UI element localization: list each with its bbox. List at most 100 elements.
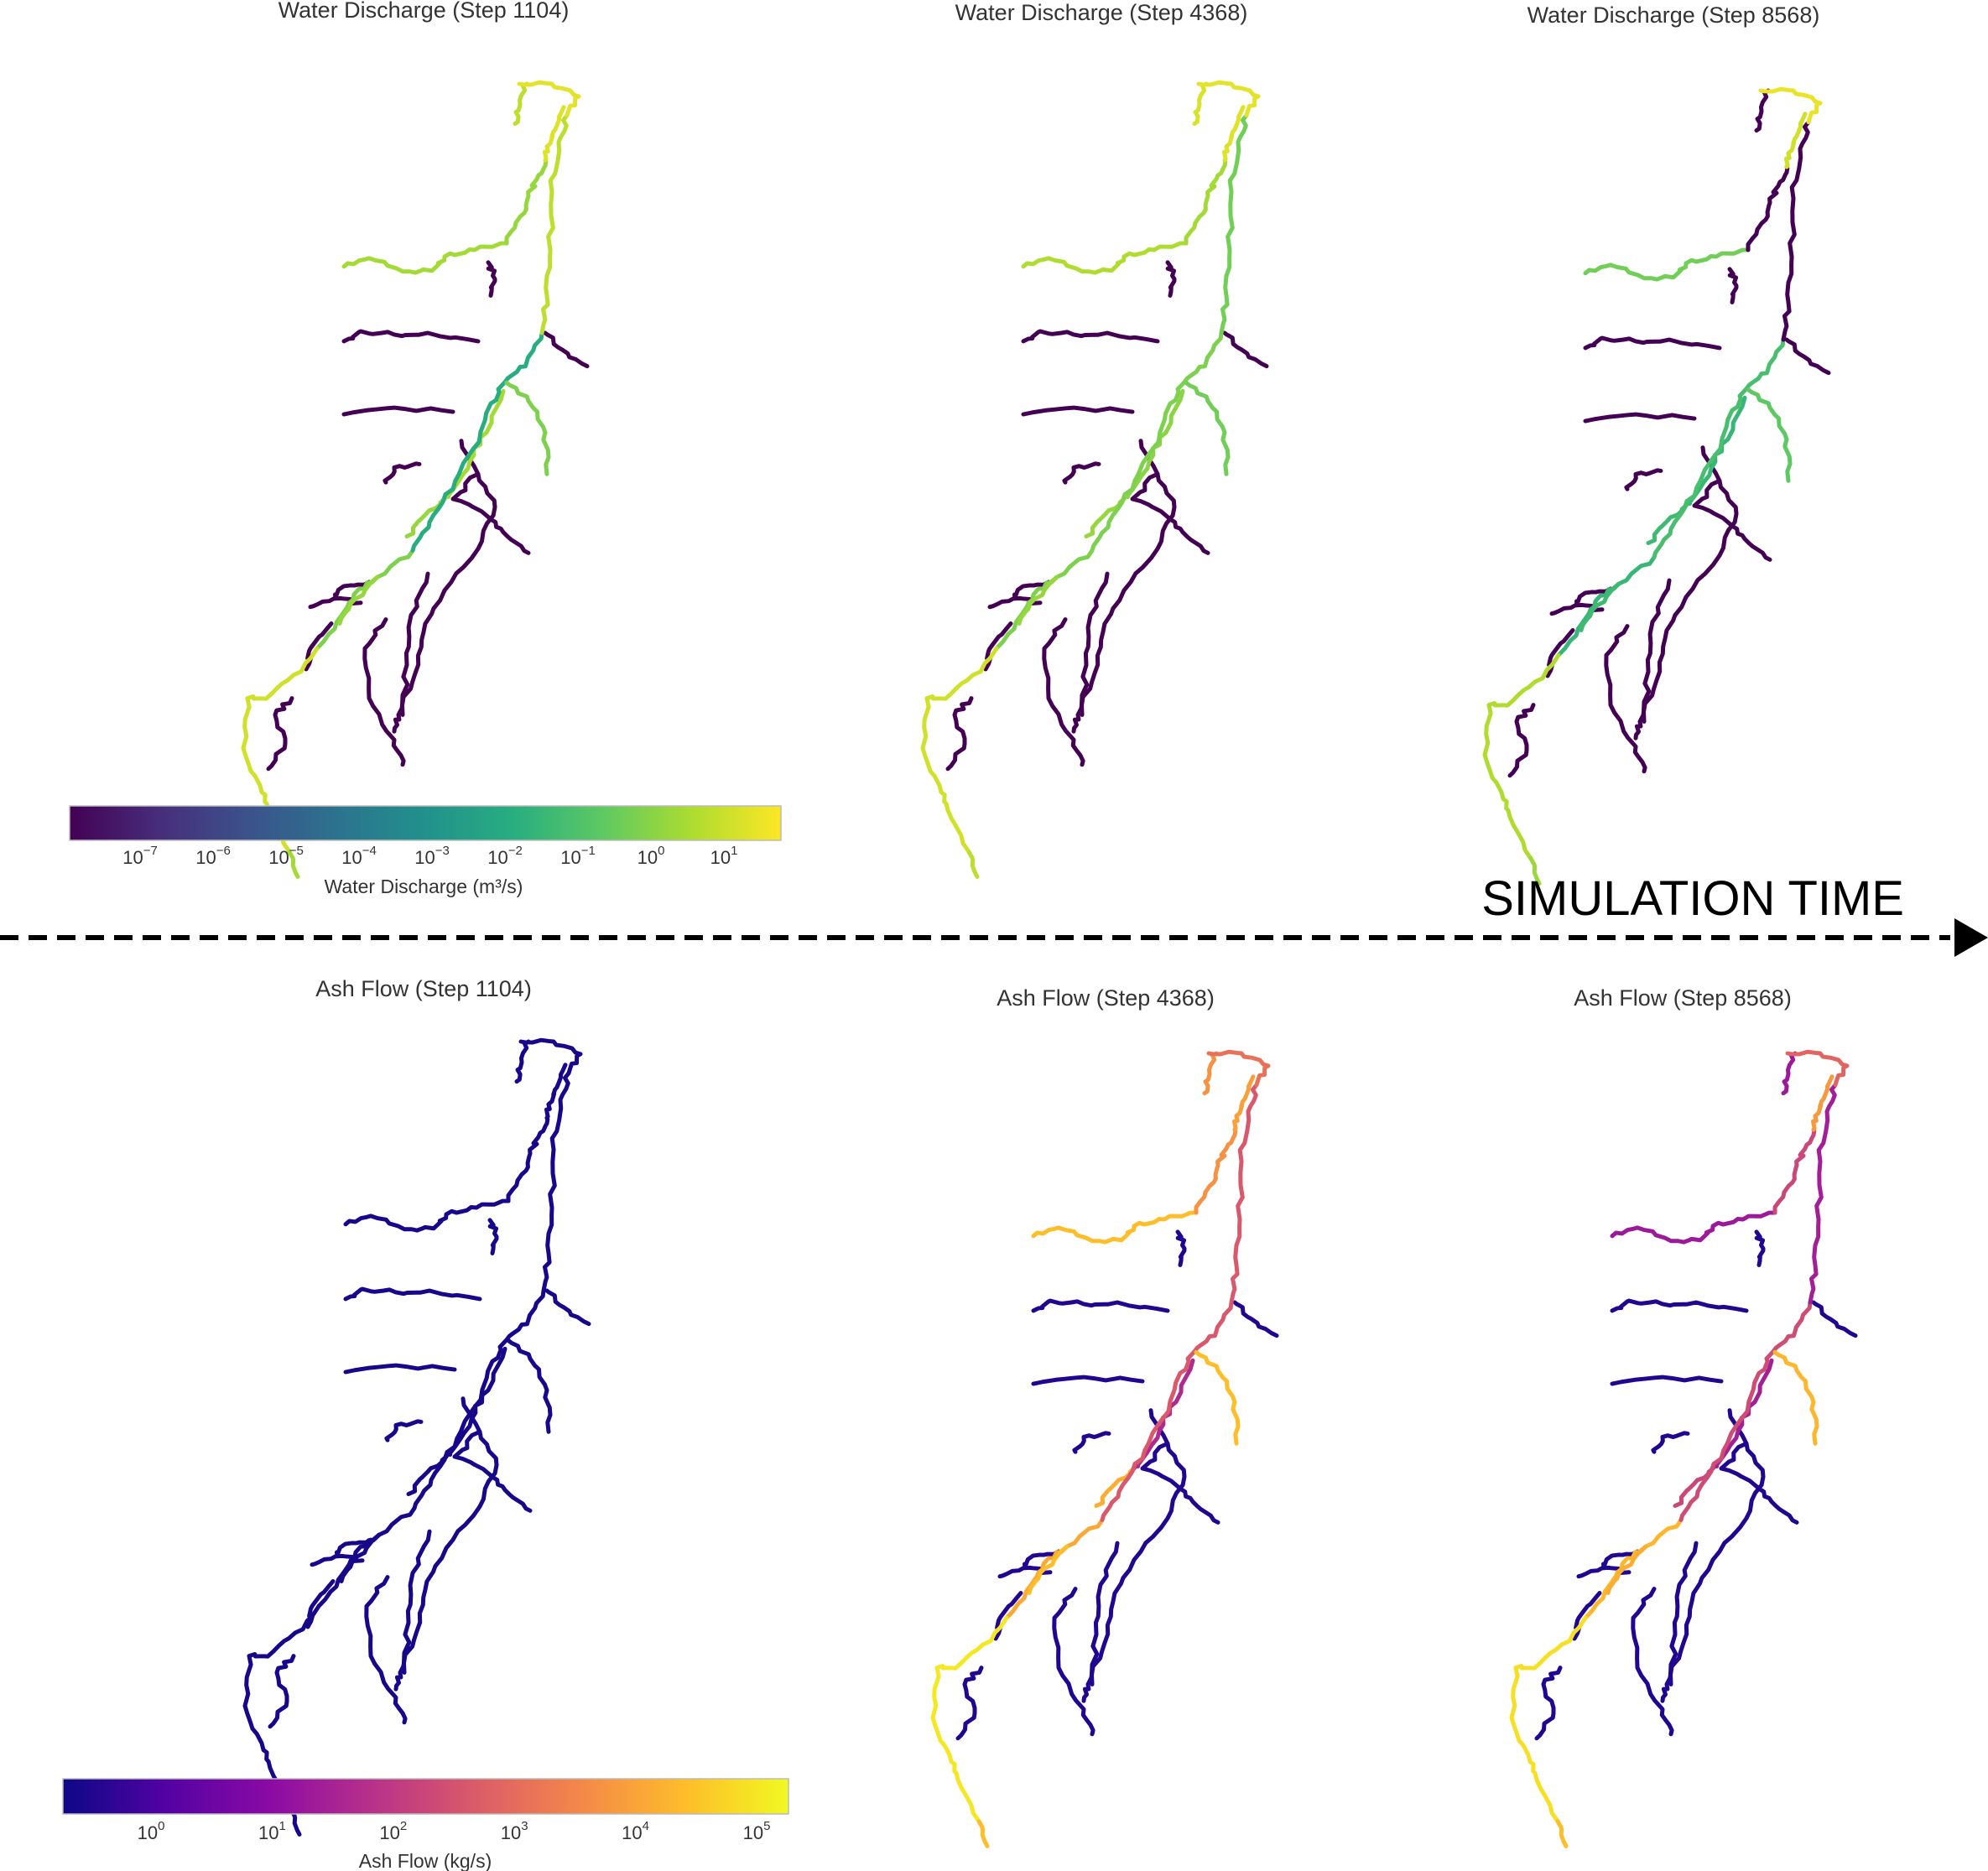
river-segment-trib-g [1031,1298,1170,1313]
river-segment-tip [966,850,980,879]
river-segment-m4 [339,1532,382,1583]
colorbar-tick-label: 101 [258,1819,286,1843]
river-segment-trib-d [1631,1587,1674,1737]
colorbar-tick-label: 10−1 [560,844,596,868]
river-segment-n-head [1811,1074,1834,1132]
river-segment-trib-j [1719,1441,1799,1525]
panel-title-ash-4368: Ash Flow (Step 4368) [997,985,1215,1011]
river-segment-n-tail [1202,1051,1219,1095]
panel-title-wd-4368: Water Discharge (Step 4368) [955,0,1248,25]
river-segment-trib-l [333,579,372,601]
river-segment-m1 [1808,1083,1838,1305]
river-segment-trib-e [1080,571,1110,717]
river-segment-tip [1528,856,1542,886]
river-segment-k2 [994,548,1095,651]
river-segment-loop [1196,80,1261,118]
river-segment-trib-k [1784,337,1831,376]
river-segment-sw1 [1746,164,1790,252]
river-segment-trib-l [1601,1549,1640,1571]
river-segment-w-branch [1509,1615,1588,1824]
river-segment-sw1 [1194,1127,1238,1215]
river-network-wd-8568 [1482,86,1831,886]
river-segment-w-branch [242,1603,321,1812]
river-segment-trib-i [1624,468,1663,491]
river-segment-trib-l [335,1537,373,1559]
river-segment-trib-k [544,1288,591,1327]
river-segment-trib-m [945,696,974,772]
river-segment-trib-j [450,471,531,555]
river-segment-loop [1785,1049,1850,1088]
river-segment-n-head [543,105,566,163]
river-segment-trib-m [266,696,294,772]
river-segment-trib-g [1583,335,1722,351]
river-segment-sw1 [1772,1127,1817,1215]
river-segment-trib-l [1574,586,1613,608]
river-segment-loop [1758,86,1823,125]
river-segment-ec-side [1194,1349,1241,1446]
river-segment-trib-h [1583,412,1697,424]
river-segment-trib-m [1534,1666,1563,1741]
ash-flow-colorbar-ticks: 100 101 102 103 104 105 [138,1819,771,1843]
river-segment-trib-a [1754,1229,1766,1267]
river-segment-sw2 [1021,241,1189,275]
river-segment-k2 [316,1505,417,1609]
river-segment-sw2 [1583,247,1751,282]
river-segment-m1 [1219,113,1249,335]
river-segment-m1 [541,1071,571,1293]
river-segment-trib-a [1727,267,1739,304]
river-segment-trib-f [393,1396,499,1692]
river-segment-k2 [1004,1517,1105,1620]
ash-flow-colorbar-label: Ash Flow (kg/s) [359,1850,492,1871]
colorbar-tick-label: 104 [622,1819,649,1843]
river-segment-trib-e [1090,1541,1120,1686]
river-network-ash-4368 [930,1049,1279,1848]
river-segment-trib-f [1071,439,1177,734]
river-segment-n-tail [513,81,529,126]
river-segment-loop [518,1037,583,1076]
river-segment-trib-i [1062,461,1101,485]
river-segment-w-branch [920,646,999,855]
river-segment-trib-j [1140,1441,1220,1525]
river-segment-ec-side [506,1338,553,1434]
water-discharge-colorbar-ticks: 10−7 10−6 10−5 10−4 10−3 10−2 10−1 100 101 [122,844,737,868]
river-segment-trib-d [1042,617,1085,767]
river-segment-sw1 [506,1115,550,1203]
river-segment-sw1 [504,158,549,246]
river-segment-trib-a [1175,1229,1187,1267]
colorbar-tick-label: 10−2 [487,844,523,868]
river-segment-trib-k [1222,330,1269,369]
river-segment-trib-k [1811,1300,1858,1338]
river-segment-k1 [1678,1300,1813,1522]
river-segment-trib-j [1692,478,1772,562]
river-segment-trib-e [402,1529,432,1675]
colorbar-tick-label: 105 [743,1819,771,1843]
panel-title-ash-1104: Ash Flow (Step 1104) [315,976,532,1001]
river-segment-ec-side [504,380,551,476]
river-segment-trib-h [341,405,455,417]
river-segment-trib-h [343,1363,457,1375]
river-segment-m4 [1027,1544,1069,1595]
river-segment-m1 [1781,120,1811,342]
river-segment-ec-side [1746,387,1793,483]
river-segment-sw1 [1184,158,1228,246]
river-segment-k2 [315,548,415,651]
river-segment-trib-j [452,1429,533,1513]
river-segment-w-branch [241,646,320,855]
river-segment-trib-g [1610,1298,1749,1313]
river-segment-trib-a [1165,260,1177,298]
river-segment-w-branch [930,1615,1009,1824]
river-segment-trib-m [268,1654,296,1729]
river-segment-loop [517,80,581,118]
river-segment-n-tail [1781,1051,1798,1095]
panel-title-wd-8568: Water Discharge (Step 8568) [1527,3,1820,28]
simulation-time-arrowhead [1954,918,1988,957]
river-segment-trib-d [364,1575,408,1725]
panel-title-wd-1104: Water Discharge (Step 1104) [278,0,570,23]
river-network-wd-1104 [241,80,590,879]
colorbar-tick-label: 101 [710,844,738,868]
water-discharge-colorbar-label: Water Discharge (m³/s) [325,876,523,897]
river-segment-m4 [1579,581,1621,632]
colorbar-tick-label: 10−6 [195,844,231,868]
river-segment-k1 [1652,337,1786,559]
